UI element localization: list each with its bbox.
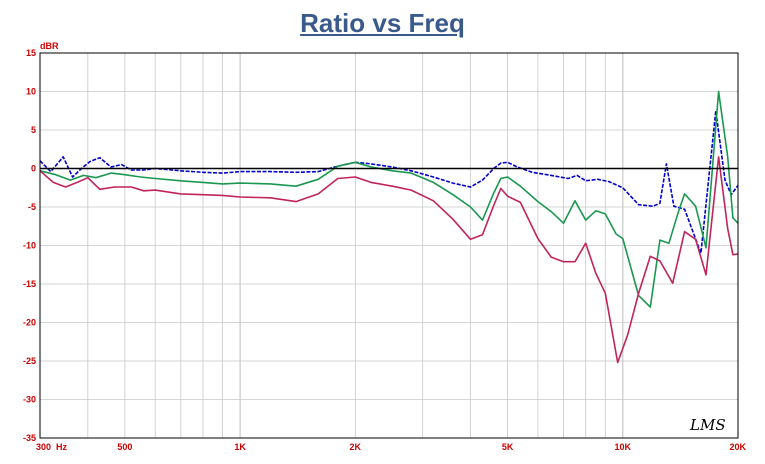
x-tick-label: 1K [234, 442, 246, 452]
chart-title: Ratio vs Freq [300, 8, 465, 38]
series-line-0 [39, 110, 739, 254]
x-tick-label: 2K [350, 442, 362, 452]
y-tick-label: -15 [23, 279, 36, 289]
y-tick-label: 0 [31, 164, 36, 174]
y-tick-label: -5 [28, 202, 36, 212]
plot-frame [39, 52, 739, 439]
series-line-1 [39, 90, 739, 308]
y-axis-label: dBR [40, 41, 59, 51]
x-tick-label: 300 [36, 442, 51, 452]
lms-logo: LMS [689, 416, 726, 434]
y-tick-label: -10 [23, 241, 36, 251]
x-tick-label: 5K [502, 442, 514, 452]
series-line-2 [39, 156, 739, 364]
y-tick-label: 10 [26, 87, 36, 97]
x-tick-label: 10K [615, 442, 632, 452]
grid [40, 53, 738, 438]
x-unit-label: Hz [56, 442, 67, 452]
y-tick-label: -35 [23, 433, 36, 443]
y-tick-label: 5 [31, 125, 36, 135]
y-tick-label: -30 [23, 395, 36, 405]
x-tick-label: 20K [729, 442, 746, 452]
y-tick-label: -25 [23, 356, 36, 366]
y-tick-label: -20 [23, 318, 36, 328]
y-tick-label: 15 [26, 48, 36, 58]
series-group [39, 90, 739, 364]
x-tick-label: 500 [117, 442, 132, 452]
